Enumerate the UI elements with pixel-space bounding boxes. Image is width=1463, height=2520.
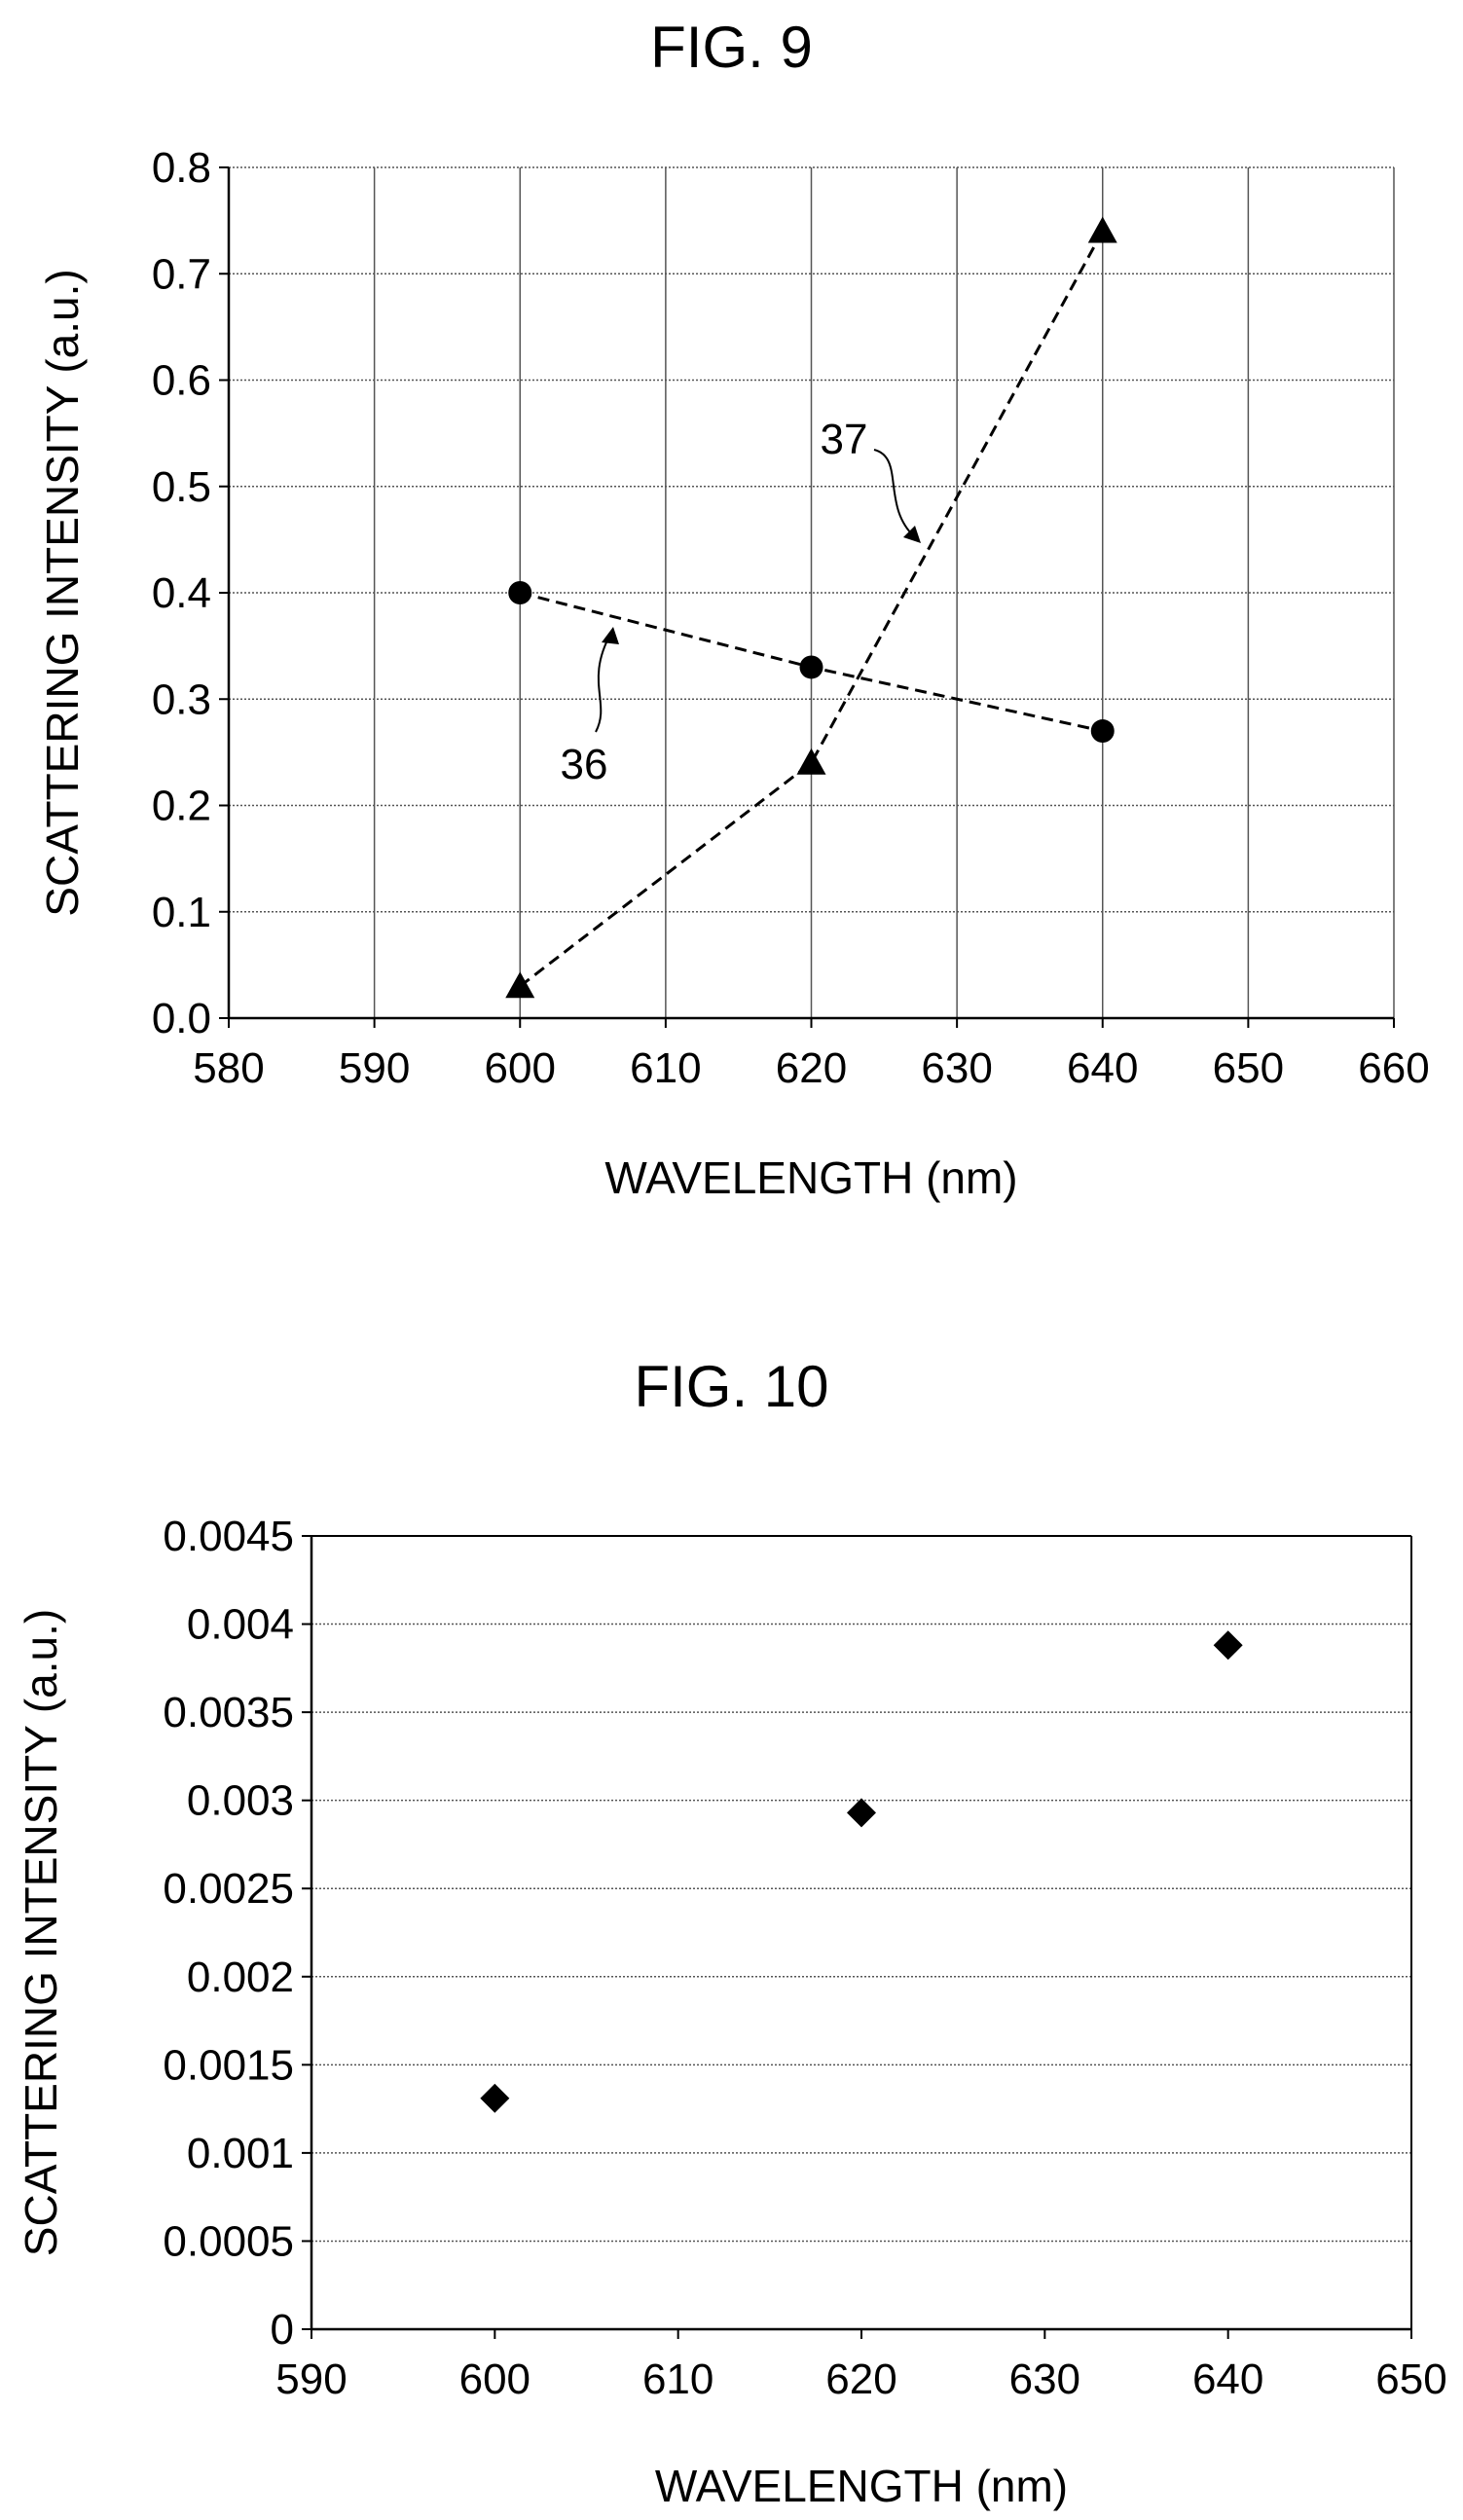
y-tick-label: 0.003 <box>187 1777 294 1825</box>
series-36-leader <box>595 632 612 733</box>
y-axis-label: SCATTERING INTENSITY (a.u.) <box>37 269 88 916</box>
x-tick-label: 630 <box>1009 2356 1080 2403</box>
x-tick-label: 650 <box>1375 2356 1446 2403</box>
series-37-line <box>519 230 1105 988</box>
y-tick-label: 0.7 <box>152 250 211 298</box>
series-37-point <box>1087 216 1117 243</box>
y-tick-label: 0.6 <box>152 357 211 405</box>
fig10-title: FIG. 10 <box>634 1354 829 1419</box>
x-tick-label: 610 <box>642 2356 713 2403</box>
fig9-chart: 580 590 600 610 620 630 640 650 660 0.0 0.1 0.2 0.3 0… <box>37 144 1430 1203</box>
scatter-point <box>847 1798 876 1828</box>
series-37-leader <box>873 449 916 538</box>
series-37-arrowhead <box>903 526 921 543</box>
series-37-point <box>796 748 826 775</box>
x-tick-label: 610 <box>630 1044 701 1092</box>
x-axis-label: WAVELENGTH (nm) <box>655 2461 1068 2511</box>
y-tick-label: 0 <box>271 2306 294 2354</box>
y-tick-label: 0.001 <box>187 2130 294 2177</box>
x-tick-label: 590 <box>339 1044 410 1092</box>
series-36-arrowhead <box>602 627 619 644</box>
y-tick-label: 0.004 <box>187 1601 294 1649</box>
series-37-point <box>505 971 535 999</box>
x-tick-label: 600 <box>459 2356 530 2403</box>
y-tick-label: 0.0025 <box>163 1865 294 1913</box>
fig9-title: FIG. 9 <box>650 15 813 80</box>
series-36-point <box>508 581 532 604</box>
y-tick-label: 0.002 <box>187 1954 294 2001</box>
y-tick-label: 0.3 <box>152 676 211 723</box>
y-axis-label: SCATTERING INTENSITY (a.u.) <box>16 1609 66 2256</box>
x-tick-label: 600 <box>485 1044 556 1092</box>
x-tick-label: 640 <box>1067 1044 1138 1092</box>
x-tick-label: 660 <box>1358 1044 1429 1092</box>
series-36-point <box>799 655 823 679</box>
y-tick-label: 0.0035 <box>163 1689 294 1736</box>
y-tick-label: 0.0005 <box>163 2217 294 2265</box>
y-tick-label: 0.5 <box>152 463 211 511</box>
x-tick-label: 650 <box>1213 1044 1284 1092</box>
scatter-point <box>1213 1630 1243 1661</box>
x-tick-label: 630 <box>921 1044 992 1092</box>
x-axis-label: WAVELENGTH (nm) <box>604 1152 1017 1203</box>
y-tick-label: 0.0045 <box>163 1513 294 1560</box>
x-tick-label: 620 <box>825 2356 896 2403</box>
series-36-point <box>1090 719 1115 744</box>
y-tick-label: 0.0015 <box>163 2041 294 2089</box>
y-tick-label: 0.8 <box>152 144 211 192</box>
series-36-label: 36 <box>561 741 608 788</box>
scatter-point <box>480 2083 510 2113</box>
y-tick-label: 0.1 <box>152 889 211 936</box>
y-tick-label: 0.0 <box>152 995 211 1042</box>
y-tick-label: 0.2 <box>152 783 211 830</box>
x-tick-label: 590 <box>275 2356 347 2403</box>
series-37-label: 37 <box>821 416 868 463</box>
y-tick-label: 0.4 <box>152 569 211 617</box>
x-tick-label: 640 <box>1192 2356 1263 2403</box>
x-tick-label: 580 <box>193 1044 264 1092</box>
x-tick-label: 620 <box>776 1044 847 1092</box>
